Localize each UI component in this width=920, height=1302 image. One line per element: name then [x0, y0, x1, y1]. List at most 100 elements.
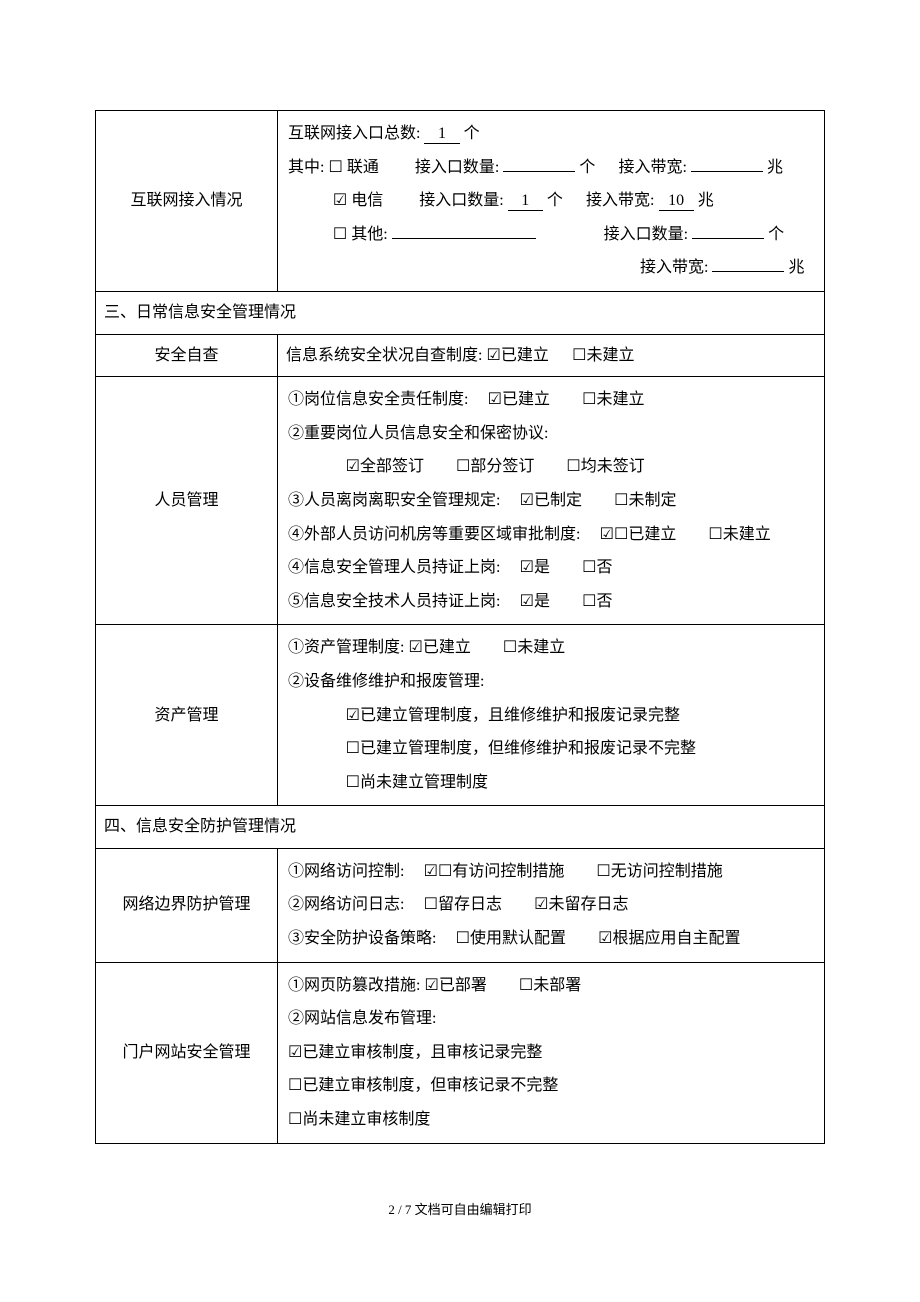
portal2-text: 网站信息发布管理: — [304, 1010, 436, 1027]
checkbox[interactable]: ☐ — [346, 734, 360, 764]
cb-unicom[interactable]: ☐ — [328, 153, 342, 183]
checkbox[interactable]: ☐ — [582, 553, 596, 583]
checkbox[interactable]: ☑ — [424, 971, 438, 1001]
checkbox[interactable]: ☐ — [708, 520, 722, 550]
option-text: 已建立审核制度，且审核记录完整 — [302, 1044, 542, 1061]
portal2-num: ② — [288, 1010, 304, 1027]
unicom-name: 联通 — [347, 159, 379, 176]
item-num: ② — [288, 896, 304, 913]
checkbox[interactable]: ☐ — [614, 486, 628, 516]
checkbox[interactable]: ☑ — [534, 890, 548, 920]
unicom-bw-suffix: 兆 — [767, 159, 783, 176]
checkbox[interactable]: ☐ — [582, 587, 596, 617]
item-text: 岗位信息安全责任制度: — [304, 391, 468, 408]
checkbox[interactable]: ☑ — [288, 1038, 302, 1068]
checkbox[interactable]: ☐ — [582, 385, 596, 415]
checkbox[interactable]: ☐ — [288, 1105, 302, 1135]
row-selfcheck-label: 安全自查 — [96, 334, 278, 377]
checkbox[interactable]: ☑ — [520, 587, 534, 617]
section4-title: 四、信息安全防护管理情况 — [96, 806, 825, 849]
other-ports-value[interactable] — [692, 238, 764, 239]
option-text: 尚未建立管理制度 — [360, 774, 488, 791]
checkbox[interactable]: ☐ — [456, 924, 470, 954]
item-text: 安全防护设备策略: — [304, 930, 436, 947]
cb-other[interactable]: ☐ — [333, 220, 347, 250]
item-text: 人员离岗离职安全管理规定: — [304, 492, 500, 509]
option-text: 未制定 — [628, 492, 676, 509]
item-num: ② — [288, 425, 304, 442]
option-text: 已建立审核制度，但审核记录不完整 — [302, 1077, 558, 1094]
asset1-num: ① — [288, 639, 304, 656]
internet-total-suffix: 个 — [464, 125, 480, 142]
checkbox[interactable]: ☐ — [566, 452, 580, 482]
section3-title: 三、日常信息安全管理情况 — [96, 291, 825, 334]
checkbox[interactable]: ☑ — [520, 486, 534, 516]
checkbox[interactable]: ☑ — [600, 520, 614, 550]
other-name-value[interactable] — [392, 238, 536, 239]
option-text: 均未签订 — [581, 458, 645, 475]
selfcheck-no: 未建立 — [586, 347, 634, 364]
row-network-content: ①网络访问控制:☑☐有访问控制措施☐无访问控制措施②网络访问日志:☐留存日志☑未… — [278, 848, 825, 962]
other-name: 其他: — [351, 226, 387, 243]
option-text: ☐已建立 — [614, 526, 676, 543]
option-text: 未建立 — [723, 526, 771, 543]
unicom-bw-value[interactable] — [691, 171, 763, 172]
checkbox[interactable]: ☐ — [503, 633, 517, 663]
other-bw-label: 接入带宽: — [640, 259, 708, 276]
checkbox[interactable]: ☑ — [598, 924, 612, 954]
option-text: 已部署 — [439, 977, 487, 994]
internet-total-prefix: 互联网接入口总数: — [288, 125, 420, 142]
checkbox[interactable]: ☐ — [519, 971, 533, 1001]
cb-telecom[interactable]: ☑ — [333, 186, 347, 216]
option-text: ☐有访问控制措施 — [438, 863, 564, 880]
selfcheck-text: 信息系统安全状况自查制度: — [286, 347, 482, 364]
option-text: 未建立 — [517, 639, 565, 656]
selfcheck-yes: 已建立 — [501, 347, 549, 364]
option-text: 留存日志 — [438, 896, 502, 913]
form-table: 互联网接入情况 互联网接入口总数: 1 个 其中: ☐ 联通 接入口数量: 个 … — [95, 110, 825, 1144]
unicom-ports-value[interactable] — [503, 171, 575, 172]
portal1-num: ① — [288, 977, 304, 994]
item-text: 外部人员访问机房等重要区域审批制度: — [304, 526, 580, 543]
option-text: 尚未建立审核制度 — [302, 1111, 430, 1128]
telecom-ports-suffix: 个 — [547, 192, 563, 209]
item-text: 重要岗位人员信息安全和保密协议: — [304, 425, 548, 442]
checkbox[interactable]: ☑ — [408, 633, 422, 663]
checkbox[interactable]: ☐ — [456, 452, 470, 482]
row-asset-content: ①资产管理制度: ☑已建立☐未建立 ②设备维修维护和报废管理: ☑已建立管理制度… — [278, 625, 825, 806]
row-internet-content: 互联网接入口总数: 1 个 其中: ☐ 联通 接入口数量: 个 接入带宽: 兆 … — [278, 111, 825, 292]
checkbox[interactable]: ☑ — [346, 452, 360, 482]
checkbox[interactable]: ☑ — [488, 385, 502, 415]
checkbox[interactable]: ☑ — [346, 701, 360, 731]
item-text: 信息安全管理人员持证上岗: — [304, 559, 500, 576]
item-text: 网络访问日志: — [304, 896, 404, 913]
telecom-ports-label: 接入口数量: — [419, 192, 503, 209]
item-text: 网络访问控制: — [304, 863, 404, 880]
item-num: ④ — [288, 559, 304, 576]
other-bw-value[interactable] — [712, 271, 784, 272]
checkbox[interactable]: ☑ — [424, 857, 438, 887]
option-text: 已制定 — [534, 492, 582, 509]
other-ports-suffix: 个 — [768, 226, 784, 243]
option-text: 是 — [534, 593, 550, 610]
telecom-bw-suffix: 兆 — [698, 192, 714, 209]
internet-which-prefix: 其中: — [288, 159, 324, 176]
checkbox[interactable]: ☐ — [596, 857, 610, 887]
other-bw-suffix: 兆 — [788, 259, 804, 276]
checkbox[interactable]: ☐ — [346, 768, 360, 798]
option-text: 已建立 — [502, 391, 550, 408]
checkbox[interactable]: ☑ — [520, 553, 534, 583]
option-text: 全部签订 — [360, 458, 424, 475]
internet-total-value[interactable]: 1 — [424, 124, 459, 144]
other-ports-label: 接入口数量: — [604, 226, 688, 243]
telecom-ports-value[interactable]: 1 — [508, 191, 543, 211]
checkbox[interactable]: ☐ — [424, 890, 438, 920]
cb-selfcheck-no[interactable]: ☐ — [572, 341, 586, 371]
checkbox[interactable]: ☐ — [288, 1071, 302, 1101]
cb-selfcheck-yes[interactable]: ☑ — [486, 341, 500, 371]
asset2-text: 设备维修维护和报废管理: — [304, 673, 484, 690]
portal1-text: 网页防篡改措施: — [304, 977, 420, 994]
row-internet-label: 互联网接入情况 — [96, 111, 278, 292]
row-portal-label: 门户网站安全管理 — [96, 962, 278, 1143]
telecom-bw-value[interactable]: 10 — [659, 191, 694, 211]
